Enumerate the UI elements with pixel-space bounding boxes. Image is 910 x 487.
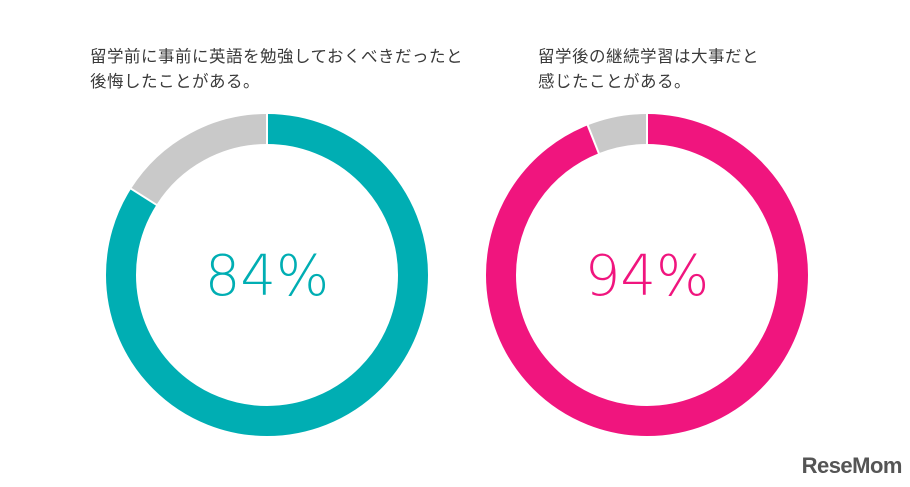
chart-title-line-1: 留学後の継続学習は大事だと [538,47,759,66]
donut-chart: 94% [486,113,808,436]
chart-title-line-2: 感じたことがある。 [538,72,691,91]
segment-divider [586,124,601,155]
chart-title: 留学前に事前に英語を勉強しておくべきだったと 後悔したことがある。 [90,44,490,94]
chart-title-line-2: 後悔したことがある。 [90,72,260,91]
chart-title: 留学後の継続学習は大事だと 感じたことがある。 [538,44,910,94]
percentage-label: 84% [205,244,329,309]
percentage-label: 94% [585,244,709,309]
chart-right: 留学後の継続学習は大事だと 感じたことがある。 94% [470,0,890,487]
chart-title-line-1: 留学前に事前に英語を勉強しておくべきだったと [90,47,464,66]
resemom-logo: ReseMom [801,453,903,478]
segment-divider [129,187,158,207]
donut-chart: 84% [106,113,428,436]
chart-left: 留学前に事前に英語を勉強しておくべきだったと 後悔したことがある。 84% [60,0,480,487]
